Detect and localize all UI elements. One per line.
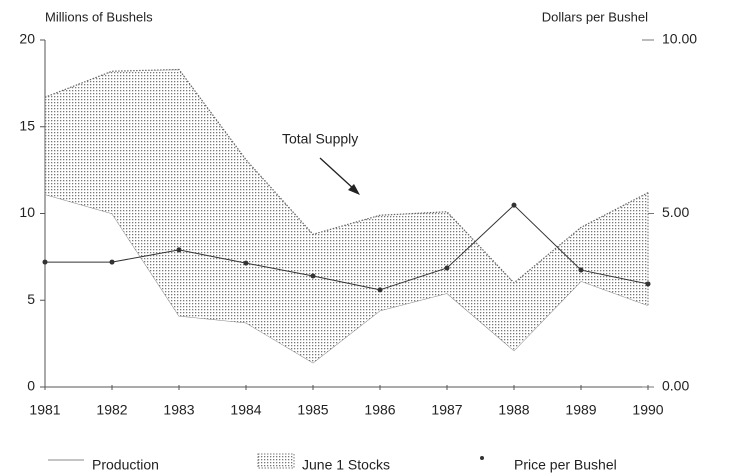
legend-swatch	[257, 453, 295, 469]
y2-tick-label: 0.00	[662, 378, 689, 394]
annotation: Total Supply	[282, 131, 358, 147]
price-marker	[645, 281, 651, 287]
x-tick-label: 1981	[29, 402, 60, 418]
arrow-head	[348, 184, 360, 195]
x-tick-label: 1989	[565, 402, 596, 418]
x-tick-label: 1985	[297, 402, 328, 418]
y-axis-title: Millions of Bushels	[45, 9, 153, 24]
legend-label: June 1 Stocks	[302, 457, 390, 473]
price-marker	[243, 260, 249, 266]
price-marker	[377, 287, 383, 293]
legend-label: Price per Bushel	[514, 457, 617, 473]
x-tick-label: 1986	[364, 402, 395, 418]
y-tick-label: 0	[27, 378, 35, 394]
price-marker	[176, 247, 182, 253]
legend-label: Production	[92, 457, 159, 473]
stocks-fill	[45, 69, 648, 363]
price-marker	[310, 273, 316, 279]
price-line	[45, 204, 649, 291]
area-top-edge	[44, 68, 649, 284]
x-tick-label: 1984	[230, 402, 261, 418]
legend-swatch	[480, 456, 484, 460]
y2-axis-title: Dollars per Bushel	[542, 9, 648, 24]
y-tick-label: 5	[27, 291, 35, 307]
price-marker	[578, 267, 584, 273]
y2-tick-label: 5.00	[662, 204, 689, 220]
x-tick-label: 1990	[632, 402, 663, 418]
y-tick-label: 10	[19, 204, 35, 220]
annotation-arrow	[319, 157, 356, 191]
x-tick-label: 1982	[96, 402, 127, 418]
price-marker	[511, 202, 517, 208]
x-tick-label: 1987	[431, 402, 462, 418]
y-tick-label: 20	[19, 31, 35, 47]
price-marker	[109, 259, 115, 265]
y-tick-label: 15	[19, 117, 35, 133]
price-marker	[42, 259, 48, 265]
price-marker	[444, 265, 450, 271]
y2-tick-label: 10.00	[662, 31, 697, 47]
x-tick-label: 1988	[498, 402, 529, 418]
x-tick-label: 1983	[163, 402, 194, 418]
